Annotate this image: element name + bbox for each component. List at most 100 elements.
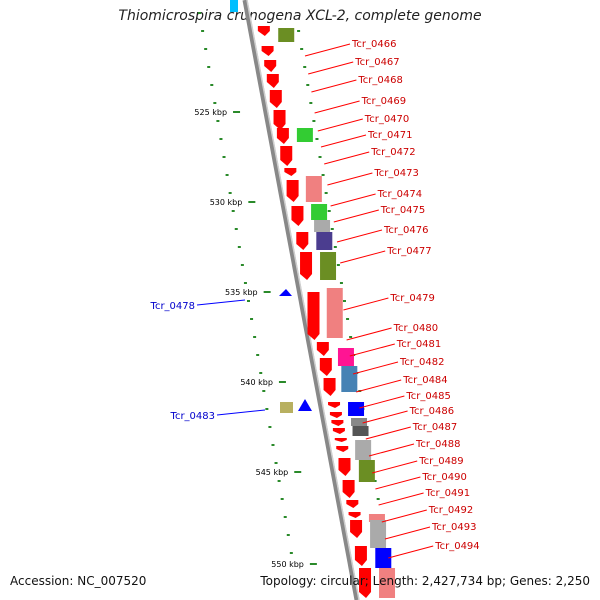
kbp-tick-label: 550 kbp xyxy=(271,560,304,569)
forward-gene-arrow xyxy=(359,568,372,598)
forward-gene-arrow xyxy=(264,60,277,72)
gene-label: Tcr_0491 xyxy=(425,488,470,499)
kbp-tick-mark xyxy=(263,291,271,293)
tick-dot xyxy=(207,66,211,68)
gene-label-connector xyxy=(372,460,418,474)
gene-label: Tcr_0466 xyxy=(351,39,396,50)
tick-dot xyxy=(222,156,226,158)
tick-dot xyxy=(256,354,260,356)
forward-gene-arrow xyxy=(331,420,344,426)
kbp-tick-mark xyxy=(233,111,241,113)
tick-dot xyxy=(213,102,217,104)
gene-label: Tcr_0482 xyxy=(399,357,444,368)
tick-dot xyxy=(349,336,353,338)
tick-dot xyxy=(297,30,301,32)
gene-track xyxy=(257,26,372,598)
forward-gene-arrow xyxy=(334,438,347,442)
cog-block xyxy=(375,548,392,568)
gene-label-connector xyxy=(349,343,395,357)
tick-dot xyxy=(286,534,290,536)
gene-label-connector xyxy=(356,379,402,393)
kbp-tick-label: 540 kbp xyxy=(240,378,273,387)
tick-dot xyxy=(289,552,293,554)
tick-dot xyxy=(336,264,340,266)
gene-label-connector xyxy=(346,327,392,341)
reverse-gene-arrow xyxy=(279,289,292,296)
gene-label: Tcr_0479 xyxy=(389,293,434,304)
gene-label-connector xyxy=(216,409,266,416)
forward-gene-arrow xyxy=(329,412,342,418)
tick-dot xyxy=(219,138,223,140)
tick-dot xyxy=(283,516,287,518)
tick-dot xyxy=(259,372,263,374)
gene-label: Tcr_0477 xyxy=(386,246,431,257)
gene-label-connector xyxy=(378,492,424,506)
gene-label-connector xyxy=(330,193,376,207)
forward-gene-arrow xyxy=(284,168,297,176)
kbp-tick-mark xyxy=(309,563,317,565)
forward-gene-arrow xyxy=(323,378,336,396)
forward-gene-arrow xyxy=(316,342,329,356)
gene-label-connector xyxy=(304,43,351,57)
tick-dot xyxy=(234,228,238,230)
forward-gene-arrow xyxy=(280,146,293,166)
forward-gene-arrow xyxy=(328,402,341,408)
tick-dot xyxy=(240,264,244,266)
tick-dot xyxy=(315,138,319,140)
gene-label: Tcr_0483 xyxy=(170,411,215,422)
forward-gene-arrow xyxy=(346,500,359,508)
gene-label: Tcr_0485 xyxy=(405,391,450,402)
tick-dot xyxy=(201,30,205,32)
reverse-cog-block xyxy=(280,402,293,413)
forward-gene-arrow xyxy=(291,206,304,226)
gene-label-connector xyxy=(375,476,421,490)
gene-label: Tcr_0490 xyxy=(421,472,466,483)
tick-dot xyxy=(303,66,307,68)
tick-dot xyxy=(243,282,247,284)
tick-dot xyxy=(321,174,325,176)
cog-block xyxy=(355,440,372,460)
gene-label-connector xyxy=(317,118,363,132)
forward-gene-arrow xyxy=(266,74,279,88)
tick-dot xyxy=(198,12,202,14)
gene-label-connector xyxy=(320,134,367,148)
cog-block xyxy=(230,0,238,12)
tick-dot xyxy=(210,84,214,86)
gene-label-connector xyxy=(384,526,431,540)
forward-gene-arrow xyxy=(257,26,270,36)
tick-dot xyxy=(250,318,254,320)
tick-dot xyxy=(312,120,316,122)
tick-dot xyxy=(327,210,331,212)
tick-dot xyxy=(309,102,313,104)
forward-gene-arrow xyxy=(338,458,351,476)
kbp-tick-mark xyxy=(248,201,256,203)
gene-label-connector xyxy=(340,250,386,264)
gene-label: Tcr_0487 xyxy=(412,422,457,433)
tick-dot xyxy=(300,48,304,50)
kbp-tick-mark xyxy=(278,381,286,383)
gene-label-connector xyxy=(333,209,379,223)
tick-dot xyxy=(318,156,322,158)
tick-dot xyxy=(247,300,250,302)
cog-block xyxy=(316,232,333,250)
tick-dot xyxy=(253,336,257,338)
kbp-tick-label: 545 kbp xyxy=(256,468,289,477)
gene-label-connector xyxy=(368,443,415,457)
cog-track xyxy=(230,0,396,598)
kbp-ticks: 525 kbp 530 kbp 535 kbp 540 kbp 545 kbp 550 k… xyxy=(194,108,317,569)
gene-label: Tcr_0472 xyxy=(370,147,415,158)
forward-gene-arrow xyxy=(276,128,289,144)
tick-dot xyxy=(225,174,229,176)
forward-gene-arrow xyxy=(296,232,309,250)
backbone-highlight xyxy=(246,0,360,600)
cog-block xyxy=(326,288,343,338)
kbp-tick-label: 530 kbp xyxy=(210,198,243,207)
gene-label-connector xyxy=(314,100,360,114)
tick-dot xyxy=(237,246,241,248)
gene-label-connector xyxy=(359,395,405,409)
cog-block xyxy=(351,418,368,426)
tick-dot xyxy=(265,408,269,410)
gene-label-connector xyxy=(327,172,373,186)
gene-label-connector xyxy=(311,79,357,93)
accession-text: Accession: NC_007520 xyxy=(10,574,147,588)
